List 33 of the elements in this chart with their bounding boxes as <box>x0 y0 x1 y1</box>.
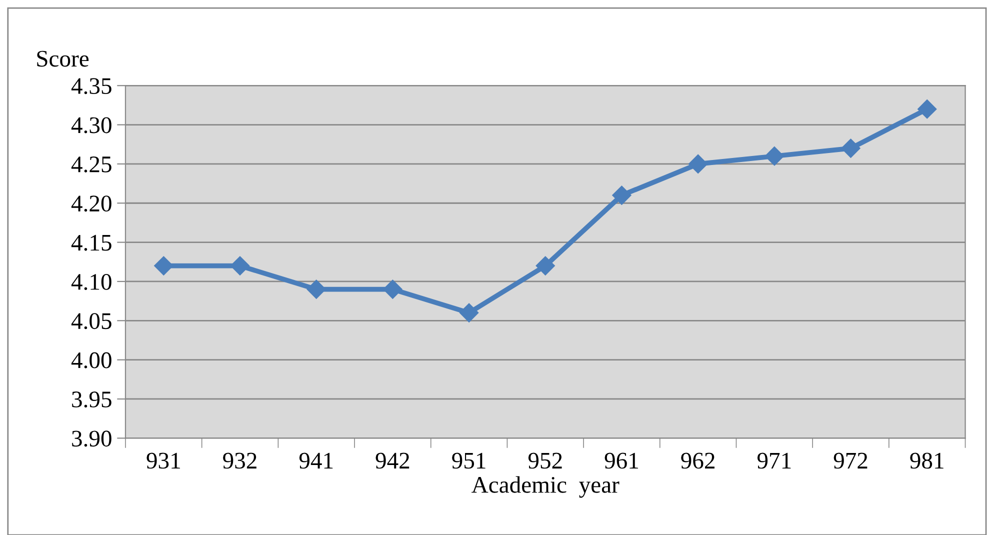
point <box>306 280 326 299</box>
y-tick-label: 4.30 <box>71 117 112 134</box>
y-tick-label: 4.35 <box>71 78 112 94</box>
x-tick-label: 951 <box>452 452 486 469</box>
point <box>764 146 784 166</box>
y-tick-label: 4.10 <box>71 274 112 290</box>
x-tick-label: 981 <box>910 452 944 469</box>
x-tick-label: 962 <box>681 452 714 469</box>
point <box>918 100 937 119</box>
x-tick-label: 931 <box>146 452 180 469</box>
x-tick-label: 961 <box>604 452 638 469</box>
point <box>383 280 402 299</box>
x-tick-label: 942 <box>376 452 410 469</box>
y-tick-label: 4.25 <box>71 156 112 172</box>
y-tick-label: 3.95 <box>72 392 112 408</box>
x-axis-title: Academic year <box>472 476 620 498</box>
x-tick-label: 972 <box>834 452 868 469</box>
point <box>536 256 555 276</box>
y-tick-label: 4.15 <box>71 234 112 251</box>
point <box>688 154 708 174</box>
x-tick-label: 971 <box>757 452 791 469</box>
point <box>612 186 632 205</box>
y-tick-label: 3.90 <box>72 430 112 447</box>
y-axis-title: Score <box>37 50 89 67</box>
point <box>459 303 479 322</box>
point <box>841 138 860 158</box>
x-tick-label: 941 <box>299 452 333 469</box>
x-tick-label: 932 <box>223 452 256 469</box>
y-tick-label: 4.05 <box>71 313 112 330</box>
x-tick-label: 952 <box>528 452 562 469</box>
y-tick-label: 4.20 <box>71 196 112 212</box>
y-tick-label: 4.00 <box>71 352 112 368</box>
point <box>154 256 174 276</box>
